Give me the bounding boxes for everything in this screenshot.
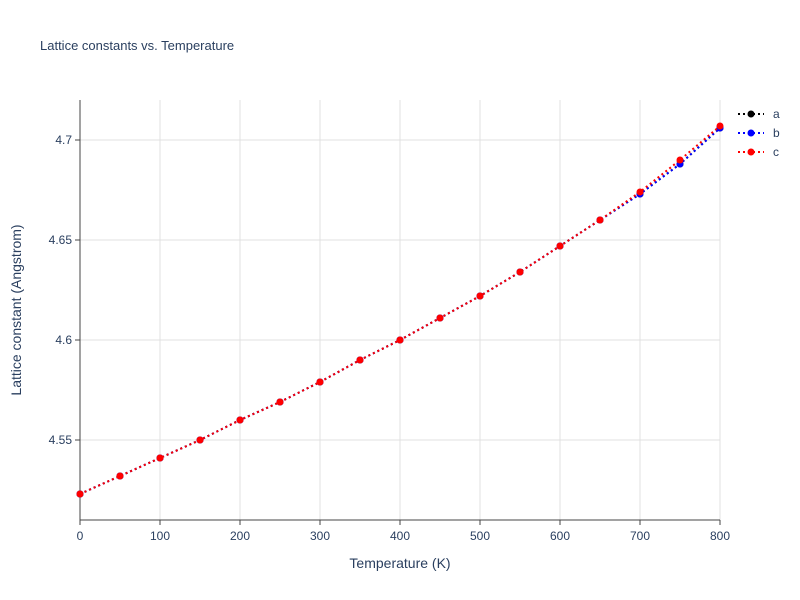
data-point-c[interactable] (196, 436, 204, 444)
legend: abc (738, 107, 780, 159)
x-tick-label: 600 (550, 529, 570, 543)
data-point-c[interactable] (476, 292, 484, 300)
x-tick-label: 0 (77, 529, 84, 543)
x-tick-label: 500 (470, 529, 490, 543)
data-point-c[interactable] (596, 216, 604, 224)
y-tick-label: 4.6 (55, 333, 72, 347)
legend-item-c[interactable]: c (738, 145, 779, 159)
data-point-c[interactable] (436, 314, 444, 322)
tick-labels: 0 100 200 300 400 500 600 700 800 4.55 4.6 4.65 4.7 (49, 133, 731, 543)
legend-label-b: b (773, 126, 780, 140)
data-point-c[interactable] (396, 336, 404, 344)
data-point-c[interactable] (316, 378, 324, 386)
x-tick-label: 100 (150, 529, 170, 543)
y-tick-label: 4.7 (55, 133, 72, 147)
legend-marker-c (747, 148, 755, 156)
y-tick-label: 4.65 (49, 233, 73, 247)
grid (80, 100, 721, 520)
data-point-c[interactable] (236, 416, 244, 424)
axes (75, 100, 721, 525)
legend-marker-a (747, 110, 755, 118)
legend-marker-b (747, 129, 755, 137)
data-point-c[interactable] (356, 356, 364, 364)
data-point-c[interactable] (636, 188, 644, 196)
data-point-c[interactable] (116, 472, 124, 480)
legend-label-a: a (773, 107, 780, 121)
chart-title: Lattice constants vs. Temperature (40, 38, 234, 53)
series (76, 122, 724, 498)
data-point-c[interactable] (276, 398, 284, 406)
series-c (76, 122, 724, 498)
legend-item-b[interactable]: b (738, 126, 780, 140)
legend-label-c: c (773, 145, 779, 159)
y-tick-label: 4.55 (49, 433, 73, 447)
x-tick-label: 700 (630, 529, 650, 543)
legend-item-a[interactable]: a (738, 107, 780, 121)
data-point-c[interactable] (716, 122, 724, 130)
x-tick-label: 200 (230, 529, 250, 543)
data-point-c[interactable] (556, 242, 564, 250)
data-point-c[interactable] (156, 454, 164, 462)
data-point-c[interactable] (516, 268, 524, 276)
data-point-c[interactable] (76, 490, 84, 498)
x-tick-label: 400 (390, 529, 410, 543)
x-tick-label: 300 (310, 529, 330, 543)
data-point-c[interactable] (676, 156, 684, 164)
x-tick-label: 800 (710, 529, 730, 543)
y-axis-title: Lattice constant (Angstrom) (8, 224, 24, 395)
x-axis-title: Temperature (K) (349, 555, 450, 571)
